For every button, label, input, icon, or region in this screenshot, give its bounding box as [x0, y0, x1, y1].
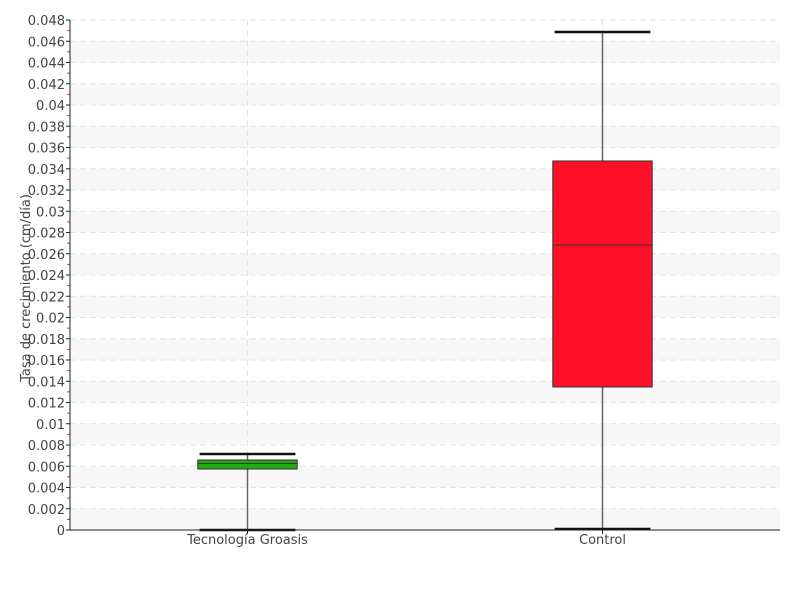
- axes: 0 0.002 0.004 0.006 0.008 0.01 0.012 0.014 0.016…: [28, 14, 780, 548]
- grid-band: [70, 83, 780, 105]
- box-iqr: [197, 459, 298, 470]
- y-tick-label: 0.016: [28, 354, 65, 369]
- grid-band: [70, 423, 780, 445]
- y-tick-label: 0.044: [28, 57, 65, 72]
- y-tick-label: 0.002: [28, 503, 65, 518]
- y-tick-label: 0.034: [28, 163, 65, 178]
- y-tick-label: 0.006: [28, 460, 65, 475]
- grid-band: [70, 381, 780, 403]
- box-1: [552, 30, 653, 531]
- grid-band: [70, 168, 780, 190]
- x-tick-label: Control: [579, 533, 626, 548]
- y-tick-label: 0.012: [28, 397, 65, 412]
- y-tick-label: 0.04: [36, 99, 65, 114]
- y-tick-label: 0: [57, 524, 65, 539]
- y-tick-label: 0.024: [28, 269, 65, 284]
- grid-band: [70, 41, 780, 63]
- y-tick-label: 0.032: [28, 184, 65, 199]
- grid-band: [70, 508, 780, 530]
- y-tick-label: 0.022: [28, 290, 65, 305]
- y-tick-label: 0.018: [28, 333, 65, 348]
- y-tick-label: 0.042: [28, 78, 65, 93]
- boxes: [197, 30, 653, 532]
- y-tick-label: 0.038: [28, 120, 65, 135]
- y-tick-label: 0.004: [28, 482, 65, 497]
- y-tick-label: 0.02: [36, 312, 65, 327]
- x-tick-label: Tecnología Groasis: [186, 533, 308, 548]
- grid-band: [70, 126, 780, 148]
- grid-band: [70, 253, 780, 275]
- y-axis-label: Tasa de crecimiento (cm/día): [19, 194, 34, 383]
- grid-band: [70, 338, 780, 360]
- y-tick-label: 0.048: [28, 14, 65, 29]
- y-tick-label: 0.036: [28, 142, 65, 157]
- y-tick-label: 0.008: [28, 439, 65, 454]
- grid-band: [70, 296, 780, 318]
- grid-bands: [70, 41, 780, 530]
- y-tick-label: 0.028: [28, 227, 65, 242]
- y-tick-label: 0.014: [28, 375, 65, 390]
- y-tick-label: 0.026: [28, 248, 65, 263]
- grid-band: [70, 211, 780, 233]
- box-iqr: [552, 160, 653, 388]
- y-tick-label: 0.01: [36, 418, 65, 433]
- y-tick-label: 0.046: [28, 35, 65, 50]
- grid-band: [70, 466, 780, 488]
- y-tick-label: 0.03: [36, 205, 65, 220]
